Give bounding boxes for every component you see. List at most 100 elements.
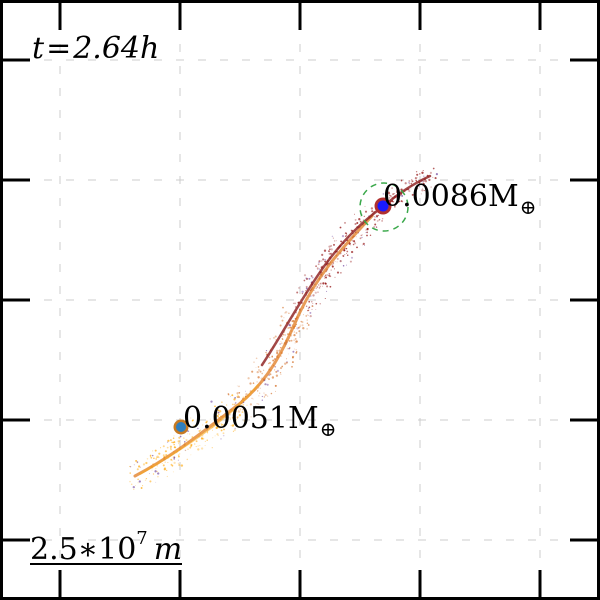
debris-particle — [178, 463, 181, 467]
debris-particle — [291, 361, 294, 364]
debris-particle — [410, 179, 413, 181]
debris-particle — [290, 339, 293, 342]
debris-particle — [200, 447, 204, 450]
clump-large-core — [377, 200, 389, 212]
debris-particle — [408, 190, 411, 193]
debris-particle — [279, 367, 283, 370]
debris-particle — [279, 343, 281, 345]
debris-particle — [220, 438, 222, 440]
debris-particle — [249, 382, 252, 385]
debris-particle — [271, 356, 273, 358]
debris-particle — [329, 285, 332, 288]
debris-particle — [400, 195, 402, 197]
debris-particle — [156, 455, 159, 458]
debris-particle — [382, 193, 385, 195]
debris-particle — [137, 482, 139, 484]
debris-particle — [324, 282, 327, 284]
debris-particle — [365, 229, 367, 231]
debris-particle — [198, 430, 201, 432]
debris-particle — [177, 462, 180, 465]
debris-particle — [149, 472, 150, 474]
debris-particle — [145, 477, 148, 480]
debris-particle — [158, 452, 161, 455]
debris-particle — [359, 220, 362, 223]
debris-particle — [364, 244, 366, 246]
debris-particle — [315, 309, 317, 311]
debris-particle — [422, 181, 424, 183]
debris-particle — [219, 410, 222, 413]
debris-particle — [321, 260, 323, 262]
debris-particle — [209, 418, 211, 420]
debris-particle — [308, 306, 311, 309]
debris-particle — [276, 349, 279, 353]
debris-particle — [396, 191, 399, 194]
debris-particle — [257, 376, 260, 379]
debris-particle — [229, 417, 231, 419]
debris-particle — [226, 404, 228, 406]
debris-particle — [244, 412, 247, 415]
debris-particle — [133, 488, 135, 490]
debris-particle — [179, 435, 182, 438]
debris-particle — [166, 441, 169, 443]
debris-particle — [408, 181, 410, 183]
debris-particle — [234, 427, 236, 430]
scale-bar — [30, 563, 182, 565]
debris-particle — [146, 458, 149, 460]
debris-particle — [211, 447, 213, 449]
debris-particle — [318, 284, 320, 286]
debris-particle — [393, 204, 396, 207]
debris-particle — [293, 333, 296, 337]
debris-particle — [190, 445, 193, 447]
debris-particle — [133, 464, 135, 466]
debris-particle — [346, 254, 349, 256]
debris-particle — [339, 260, 342, 263]
debris-particle — [374, 223, 377, 226]
debris-particle — [220, 422, 222, 425]
debris-particle — [346, 250, 349, 253]
debris-particle — [233, 429, 236, 432]
debris-particle — [346, 253, 347, 254]
debris-particle — [157, 475, 159, 478]
debris-particle — [266, 395, 269, 397]
debris-particle — [312, 302, 314, 304]
debris-particle — [230, 395, 232, 397]
debris-particle — [370, 207, 374, 210]
debris-particle — [325, 276, 327, 279]
debris-particle — [317, 291, 319, 293]
debris-particle — [305, 287, 308, 290]
debris-particle — [223, 428, 225, 431]
debris-particle — [330, 245, 332, 247]
debris-particle — [329, 252, 333, 255]
debris-particle — [183, 437, 184, 439]
debris-particle — [366, 228, 369, 231]
debris-particle — [354, 222, 357, 226]
debris-particle — [237, 396, 241, 399]
debris-particle — [276, 369, 280, 373]
debris-particle — [169, 448, 173, 451]
debris-particle — [293, 339, 295, 341]
debris-particle — [288, 312, 290, 315]
debris-particle — [365, 232, 367, 234]
debris-particle — [132, 485, 135, 489]
debris-particle — [195, 424, 197, 427]
debris-particle — [287, 326, 290, 330]
debris-particle — [170, 447, 172, 449]
debris-particle — [199, 444, 201, 447]
debris-particle — [190, 454, 192, 456]
debris-particle — [292, 302, 294, 304]
debris-particle — [157, 456, 160, 459]
debris-particle — [274, 384, 277, 387]
debris-particle — [264, 383, 266, 386]
debris-particle — [331, 263, 334, 267]
debris-particle — [270, 392, 273, 395]
debris-particle — [257, 366, 260, 368]
debris-particle — [291, 365, 293, 368]
debris-particle — [330, 269, 332, 271]
debris-particle — [353, 213, 355, 215]
debris-particle — [242, 396, 244, 398]
debris-particle — [299, 324, 301, 326]
debris-particle — [240, 405, 242, 407]
debris-particle — [344, 235, 347, 238]
debris-particle — [355, 243, 357, 245]
debris-particle — [381, 220, 383, 222]
